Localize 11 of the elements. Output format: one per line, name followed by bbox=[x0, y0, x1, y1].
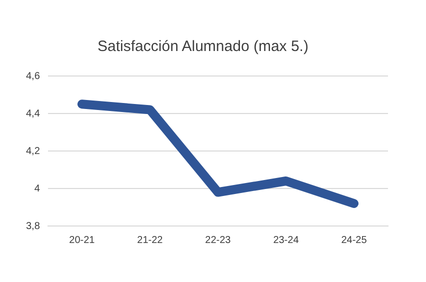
x-tick-label: 23-24 bbox=[273, 234, 300, 246]
y-tick-label: 4,6 bbox=[26, 70, 40, 82]
y-tick-label: 3,8 bbox=[26, 220, 40, 232]
x-tick-label: 21-22 bbox=[137, 234, 164, 246]
chart-title: Satisfacción Alumnado (max 5.) bbox=[98, 38, 308, 56]
x-tick-label: 20-21 bbox=[69, 234, 96, 246]
x-tick-label: 24-25 bbox=[341, 234, 368, 246]
y-tick-label: 4 bbox=[34, 183, 40, 194]
y-tick-label: 4,2 bbox=[26, 146, 40, 157]
y-tick-label: 4,4 bbox=[26, 108, 40, 120]
x-tick-label: 22-23 bbox=[205, 234, 232, 246]
